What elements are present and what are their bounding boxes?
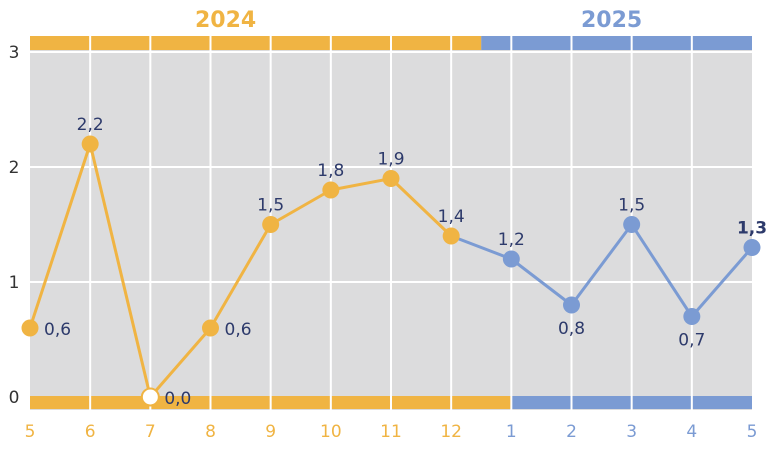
- data-label: 0,0: [164, 389, 191, 409]
- data-point: [623, 216, 641, 233]
- x-tick-label: 11: [380, 422, 402, 442]
- series-line-segment: [450, 234, 512, 261]
- y-tick-label: 1: [9, 273, 20, 293]
- data-point: [683, 308, 701, 325]
- x-tick-label: 3: [626, 422, 637, 442]
- x-tick-label: 6: [85, 422, 96, 442]
- data-point: [140, 387, 160, 407]
- data-point: [442, 227, 460, 245]
- x-tick-label: 4: [686, 422, 697, 442]
- data-label: 1,4: [438, 207, 465, 227]
- series-line-segment: [28, 143, 92, 329]
- x-tick-label: 10: [320, 422, 342, 442]
- year-band-top-2025: [481, 36, 752, 50]
- x-tick-label: 12: [440, 422, 462, 442]
- data-label: 1,8: [317, 161, 344, 181]
- data-point: [262, 216, 280, 233]
- data-point: [21, 319, 39, 337]
- data-label: 2,2: [77, 115, 104, 135]
- series-line-segment: [690, 246, 754, 318]
- y-tick-label: 3: [9, 43, 20, 63]
- x-tick-label: 8: [205, 422, 216, 442]
- series-line-segment: [630, 223, 694, 318]
- series-line-segment: [149, 327, 212, 398]
- x-tick-label: 7: [145, 422, 156, 442]
- data-point: [382, 170, 400, 187]
- y-tick-label: 2: [9, 158, 20, 178]
- series-line-segment: [389, 177, 453, 238]
- x-tick-label: 5: [747, 422, 758, 442]
- data-label: 1,5: [618, 196, 645, 216]
- data-point: [743, 239, 761, 256]
- data-label: 0,6: [225, 320, 252, 340]
- data-label: 0,6: [44, 320, 71, 340]
- series-line-segment: [330, 177, 392, 192]
- series-line-segment: [88, 143, 152, 398]
- data-label: 1,3: [737, 219, 766, 239]
- series-line-segment: [510, 257, 573, 307]
- series-line-segment: [209, 223, 272, 329]
- data-point: [563, 296, 580, 314]
- data-point: [81, 135, 99, 153]
- x-tick-label: 9: [265, 422, 276, 442]
- series-line-segment: [269, 188, 332, 226]
- year-header-2024: 2024: [195, 8, 256, 33]
- x-tick-label: 5: [25, 422, 36, 442]
- data-point: [502, 250, 520, 268]
- data-point: [322, 181, 340, 199]
- x-tick-label: 1: [506, 422, 517, 442]
- data-point: [202, 319, 219, 337]
- series-line-segment: [570, 223, 633, 306]
- year-band-top-2024: [30, 36, 482, 50]
- data-label: 1,5: [257, 196, 284, 216]
- x-tick-label: 2: [566, 422, 577, 442]
- data-label: 0,7: [678, 331, 705, 351]
- data-label: 0,8: [558, 319, 585, 339]
- year-header-2025: 2025: [581, 8, 642, 33]
- y-tick-label: 0: [9, 388, 20, 408]
- data-label: 1,9: [377, 150, 404, 170]
- data-label: 1,2: [498, 230, 525, 250]
